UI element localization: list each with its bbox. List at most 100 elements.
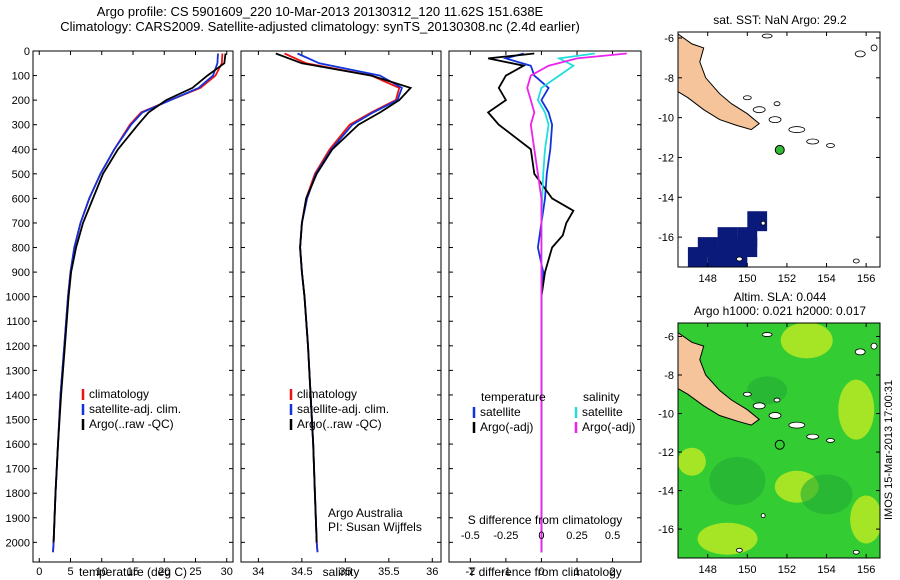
credit-line2: PI: Susan Wijffels	[328, 520, 422, 534]
x-tick-label: 0	[36, 566, 42, 578]
island	[870, 342, 878, 350]
island	[773, 397, 781, 403]
top-tick-label: -0.5	[461, 530, 480, 542]
legend-title-temperature: temperature	[481, 390, 546, 404]
sla-high	[850, 495, 880, 544]
sst-cell	[707, 247, 728, 267]
island	[760, 220, 766, 226]
chart-title-line1: Argo profile: CS 5901609_220 10-Mar-2013…	[96, 4, 544, 19]
imos-timestamp: IMOS 15-Mar-2013 17:00:31	[883, 379, 895, 521]
island	[854, 50, 866, 58]
island	[761, 332, 773, 337]
series-cyan	[536, 52, 595, 553]
panel-frame	[448, 50, 642, 563]
island	[826, 438, 835, 443]
y-tick-label: 1600	[6, 439, 30, 451]
diff-panel-extras: temperature salinitysatelliteArgo(-adj)sa…	[461, 390, 636, 542]
y-tick-label: 200	[12, 95, 30, 107]
map-frame	[677, 322, 881, 559]
sla-high	[678, 447, 706, 476]
map-x-tick-label: 156	[857, 273, 875, 285]
island	[870, 44, 878, 52]
sla-high	[780, 323, 833, 359]
y-tick-label: 1300	[6, 365, 30, 377]
y-tick-label: 1200	[6, 341, 30, 353]
x-tick-label: -2	[465, 566, 475, 578]
sla-high	[838, 379, 875, 440]
legend-label: Argo(-adj)	[582, 420, 635, 434]
map-y-tick-label: -10	[658, 409, 674, 421]
series-red	[284, 52, 401, 553]
panel-salinity: 34 34.5 35 35.5 36 salinity climatologysatelli…	[240, 50, 442, 579]
x-tick-label: 36	[426, 566, 438, 578]
y-tick-label: 100	[12, 71, 30, 83]
island	[852, 258, 860, 264]
x-tick-label: 15	[127, 566, 139, 578]
y-tick-label: 700	[12, 218, 30, 230]
x-tick-label: 35.5	[378, 566, 399, 578]
map-sst_map: 148 150 152 154 156 -6 -8 -10 -12 -14 -16	[658, 31, 881, 285]
island	[826, 143, 835, 148]
panel-frame	[32, 50, 234, 563]
top-tick-label: 0.5	[605, 530, 620, 542]
map-x-tick-label: 150	[738, 273, 756, 285]
y-tick-label: 400	[12, 144, 30, 156]
sst-cell	[737, 227, 758, 248]
map-y-tick-label: -8	[664, 73, 674, 85]
series-black	[52, 53, 227, 543]
legend-label: satellite-adj. clim.	[297, 402, 389, 416]
x-tick-label: 5	[67, 566, 73, 578]
sla-low	[800, 474, 853, 515]
y-tick-label: 800	[12, 243, 30, 255]
island	[773, 101, 781, 107]
sst-map-title: sat. SST: NaN Argo: 29.2	[713, 13, 847, 27]
x-axis-label: temperature (deg C)	[79, 565, 187, 579]
island	[768, 412, 782, 419]
x-tick-label: 34	[252, 566, 264, 578]
map-y-tick-label: -14	[658, 192, 674, 204]
panel-temperature: 0100200300400500600700800900100011001200…	[6, 46, 234, 579]
y-tick-label: 1100	[6, 316, 30, 328]
map-y-tick-label: -14	[658, 486, 674, 498]
x-axis-label: T difference from climatology	[468, 565, 622, 579]
x-tick-label: 35	[339, 566, 351, 578]
sla-low	[709, 456, 766, 505]
y-tick-label: 1800	[6, 488, 30, 500]
series-blue	[297, 52, 404, 553]
map-y-tick-label: -8	[664, 370, 674, 382]
land-new-guinea	[678, 33, 761, 131]
y-tick-label: 500	[12, 169, 30, 181]
island	[761, 33, 773, 39]
x-tick-label: -1	[501, 566, 511, 578]
series-red	[52, 53, 224, 553]
island	[735, 256, 743, 262]
y-tick-label: 1900	[6, 513, 30, 525]
x-tick-label: 0	[538, 566, 544, 578]
legend-label: Argo(..raw -QC)	[297, 417, 382, 431]
x-tick-label: 30	[221, 566, 233, 578]
island	[788, 126, 806, 133]
y-tick-label: 1500	[6, 415, 30, 427]
legend-label: satellite	[480, 405, 521, 419]
map-content	[678, 33, 878, 267]
island	[752, 106, 766, 114]
y-tick-label: 1700	[6, 464, 30, 476]
x-tick-label: 20	[158, 566, 170, 578]
island	[854, 348, 866, 356]
island	[806, 138, 820, 145]
legend-label: satellite	[582, 405, 623, 419]
x-tick-label: 1	[574, 566, 580, 578]
map-x-tick-label: 148	[699, 564, 717, 576]
map-y-tick-label: -16	[658, 232, 674, 244]
sla-map-title-line1: Altim. SLA: 0.044	[734, 290, 827, 304]
x-axis-label: salinity	[323, 565, 360, 579]
map-x-tick-label: 154	[817, 273, 835, 285]
top-axis-label: S difference from climatology	[468, 513, 623, 527]
legend-label: climatology	[297, 387, 357, 401]
y-tick-label: 1400	[6, 390, 30, 402]
map-y-tick-label: -6	[664, 331, 674, 343]
y-tick-label: 600	[12, 193, 30, 205]
island	[742, 95, 752, 101]
map-frame	[677, 31, 881, 268]
